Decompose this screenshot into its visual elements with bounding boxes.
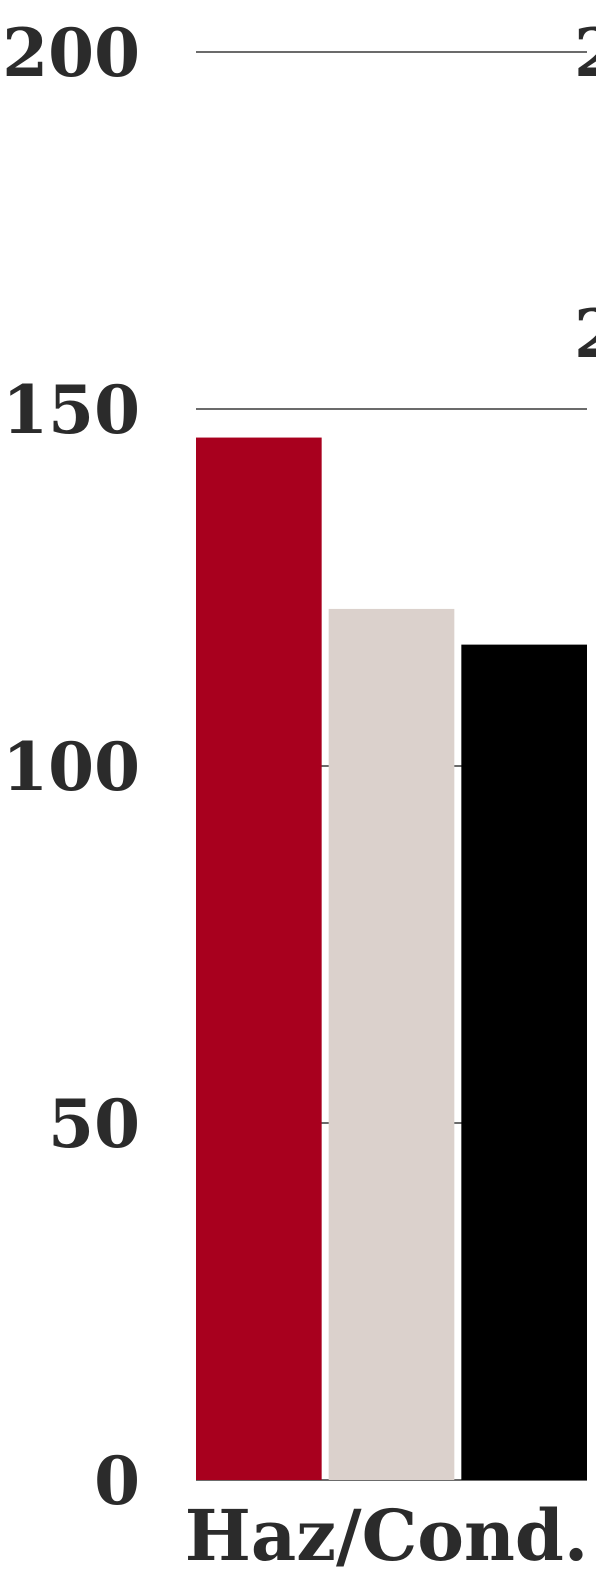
y-tick-label-0: 0 <box>94 1442 140 1520</box>
x-axis-category-label: Haz/Cond. <box>185 1494 588 1577</box>
cropped-tick-label-2: 2 <box>574 295 596 373</box>
y-axis-tick-labels: 0 50 100 150 200 <box>2 14 140 1520</box>
y-tick-label-50: 50 <box>48 1085 140 1163</box>
x-axis-category-labels: Haz/Cond. <box>185 1494 588 1577</box>
bar-series-3-haz-cond- <box>461 644 587 1480</box>
y-tick-label-150: 150 <box>2 371 140 449</box>
y-tick-label-100: 100 <box>2 728 140 806</box>
cropped-tick-label-1: 2 <box>574 14 596 92</box>
cropped-right-tick-labels: 22 <box>574 14 596 373</box>
y-tick-label-200: 200 <box>2 14 140 92</box>
bar-series-2-haz-cond- <box>328 608 455 1480</box>
bar-series-1-haz-cond- <box>196 437 322 1480</box>
bars <box>196 437 587 1480</box>
